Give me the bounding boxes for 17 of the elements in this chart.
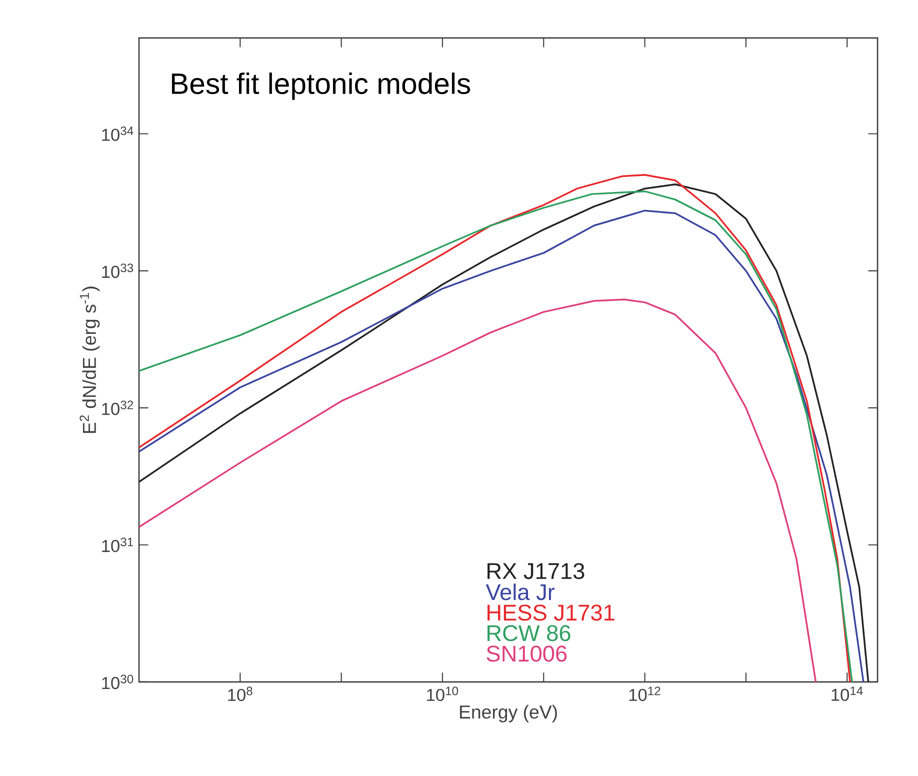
x-tick-label: 10$^{12}$ bbox=[629, 686, 660, 702]
x-tick-label: 10$^{14}$ bbox=[832, 686, 863, 701]
y-tick-label: 10$^{34}$ bbox=[102, 126, 134, 141]
x-tick-label: 10$^{8}$ bbox=[228, 686, 252, 702]
text: Best fit leptonic models bbox=[172, 72, 470, 100]
y-tick-label: 10$^{31}$ bbox=[102, 538, 134, 552]
y-tick-label: 10$^{30}$ bbox=[102, 674, 134, 690]
y-axis-title: E$^{2}$ dN/dE (erg s$^{-1}$) bbox=[80, 286, 100, 433]
y-tick-label: 10$^{32}$ bbox=[102, 400, 134, 416]
text: Vela Jr bbox=[486, 584, 555, 600]
text: SN1006 bbox=[486, 646, 567, 662]
x-tick-label: 10$^{10}$ bbox=[427, 686, 458, 702]
x-axis-title: Energy (eV) bbox=[460, 704, 557, 722]
text: HESS J1731 bbox=[488, 604, 614, 621]
y-tick-label: 10$^{33}$ bbox=[102, 264, 134, 278]
text: RCW 86 bbox=[488, 625, 570, 642]
text: RX J1713 bbox=[488, 563, 584, 580]
